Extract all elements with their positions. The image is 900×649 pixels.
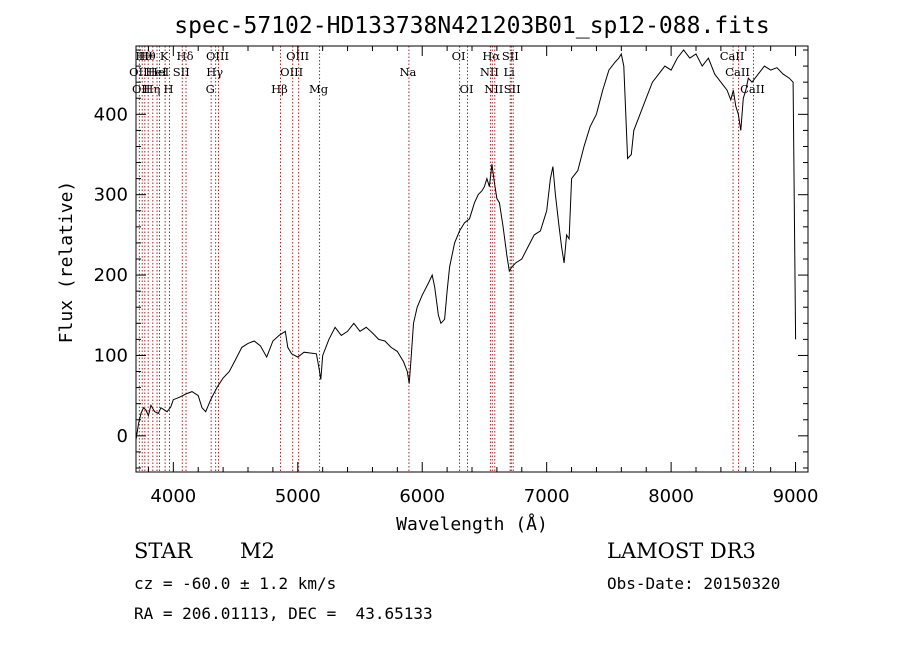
line-label-9: SII — [173, 65, 190, 79]
line-label-29: CaII — [740, 82, 765, 96]
x-tick-label-5: 9000 — [773, 486, 819, 507]
redshift-cz: cz = -60.0 ± 1.2 km/s — [134, 574, 337, 593]
line-label-10: Hδ — [177, 49, 194, 63]
line-label-24: Li — [504, 65, 516, 79]
x-tick-label-2: 6000 — [399, 486, 445, 507]
y-tick-label-3: 300 — [94, 185, 128, 206]
line-label-6: HeI — [148, 65, 169, 79]
y-tick-label-1: 100 — [94, 345, 128, 366]
line-label-4: Hη — [143, 82, 160, 96]
spectral-line-markers — [138, 46, 754, 472]
line-label-11: G — [206, 82, 215, 96]
x-axis-title: Wavelength (Å) — [396, 513, 548, 535]
x-tick-label-1: 5000 — [275, 486, 321, 507]
line-label-23: NII — [484, 82, 503, 96]
coordinates: RA = 206.01113, DEC = 43.65133 — [134, 604, 433, 623]
line-label-1: OII — [132, 82, 151, 96]
line-label-22: Hα — [482, 49, 500, 63]
line-label-5: HeI — [145, 65, 166, 79]
observation-date: Obs-Date: 20150320 — [607, 574, 781, 593]
line-label-25: SII — [502, 49, 519, 63]
line-label-3: Hθ — [139, 49, 156, 63]
line-label-19: OI — [452, 49, 466, 63]
object-subclass: M2 — [240, 539, 275, 563]
y-axis-ticks: 0 100 200 300 400 — [94, 49, 808, 469]
y-tick-label-2: 200 — [94, 265, 128, 286]
line-label-17: Mg — [309, 82, 329, 96]
line-label-14: Hβ — [271, 82, 288, 96]
line-label-8: H — [163, 82, 173, 96]
chart-title: spec-57102-HD133738N421203B01_sp12-088.f… — [174, 13, 769, 39]
line-label-13: OIII — [206, 49, 229, 63]
line-label-2: Hθ — [135, 49, 152, 63]
survey-name: LAMOST DR3 — [607, 539, 756, 563]
x-axis-ticks: 4000 5000 6000 7000 8000 9000 — [147, 46, 819, 507]
spectral-line-labels: OIIOIIHθHθHηHeIHeIKHSIIHδGHγOIIIHβOIIIOI… — [129, 49, 765, 96]
x-tick-label-4: 8000 — [648, 486, 694, 507]
flux-series-line — [135, 49, 797, 440]
plot-frame — [135, 45, 809, 473]
y-axis-title: Flux (relative) — [56, 181, 77, 344]
object-class: STAR — [134, 539, 193, 563]
line-label-28: CaII — [725, 65, 750, 79]
y-tick-label-0: 0 — [117, 426, 128, 447]
line-label-18: Na — [399, 65, 416, 79]
line-label-15: OIII — [280, 65, 303, 79]
line-label-21: NII — [480, 65, 499, 79]
x-tick-label-0: 4000 — [150, 486, 196, 507]
line-label-12: Hγ — [206, 65, 223, 79]
line-label-7: K — [160, 49, 169, 63]
line-label-0: OII — [129, 65, 148, 79]
x-tick-label-3: 7000 — [524, 486, 570, 507]
y-tick-label-4: 400 — [94, 104, 128, 125]
line-label-26: SII — [504, 82, 521, 96]
line-label-20: OI — [460, 82, 474, 96]
line-label-27: CaII — [720, 49, 745, 63]
